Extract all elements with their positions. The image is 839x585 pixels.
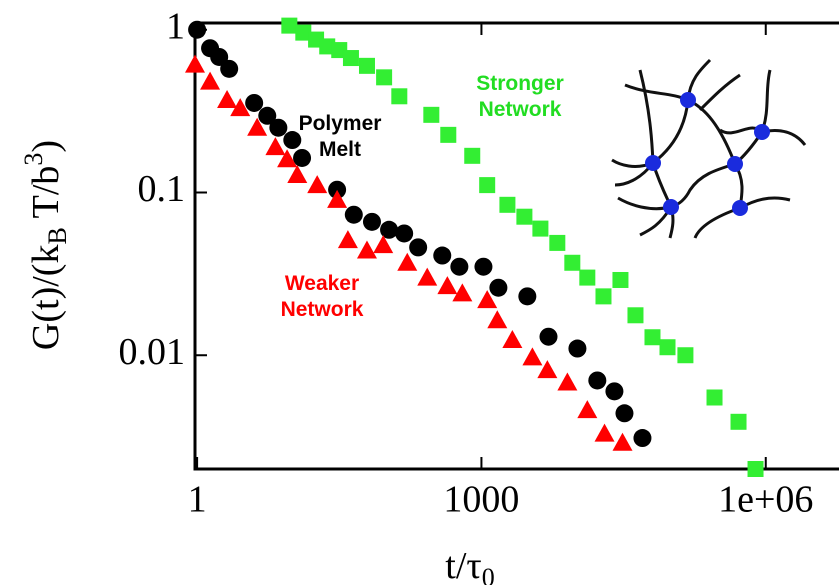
point [633,429,651,447]
point [577,400,597,418]
point [518,287,536,305]
point [437,276,457,294]
point [605,382,623,400]
annotation: Polymer Melt [299,112,382,161]
point [549,235,565,251]
point [588,371,606,389]
y-tick-label: 0.01 [119,331,186,373]
point [423,107,439,123]
point [391,88,407,104]
point [502,330,522,348]
network-inset [612,60,805,238]
point [265,137,285,155]
annotation-line: Network [281,298,364,321]
x-tick-label: 1 [188,479,207,521]
point [595,424,615,442]
point [338,230,358,248]
point [307,175,327,193]
point [464,148,480,164]
point [440,127,456,143]
point [613,433,633,451]
point [188,21,206,39]
point [532,221,548,237]
annotation: Stronger Network [476,72,564,121]
point [395,224,413,242]
y-tick-label: 1 [166,5,185,47]
point [363,213,381,231]
point [612,272,628,288]
y-axis-label: G(t)/(kB T/b3) [19,140,72,350]
point [487,310,507,328]
point [433,247,451,265]
point [615,404,633,422]
point [409,238,427,256]
x-tick-label: 1e+06 [718,479,813,521]
point [293,149,311,167]
x-axis-label: t/τ0 [445,545,494,585]
point [516,209,532,225]
series [185,55,633,451]
series [188,21,651,447]
point [499,197,515,213]
point [343,50,359,66]
x-tick-label: 1000 [443,479,519,521]
point [748,461,764,477]
point [595,288,611,304]
point [287,165,307,183]
point [357,241,377,259]
point [269,119,287,137]
point [564,255,580,271]
x-label-main: t/τ [445,545,481,585]
annotation-line: Weaker [285,272,359,295]
point [677,347,693,363]
point [707,389,723,405]
point [245,94,263,112]
y-label-sub: B [43,227,72,244]
point [660,339,676,355]
point [217,90,237,108]
point [644,329,660,345]
chart: t/τ0 G(t)/(kB T/b3) 1 1000 1e+06 0.01 0.1 1 Po… [0,0,839,585]
point [568,340,586,358]
point [359,58,375,74]
annotation-line: Polymer [299,112,382,135]
point [450,258,468,276]
annotation-line: Network [479,98,562,121]
point [376,69,392,85]
point [345,206,363,224]
y-label-sup: 3 [19,153,48,166]
y-label-part: T/b [25,166,67,228]
point [200,72,220,90]
annotation-line: Melt [319,138,361,161]
point [281,18,297,34]
point [479,177,495,193]
y-label-part: G(t)/(k [25,245,67,351]
point [627,307,643,323]
point [474,258,492,276]
point [220,60,238,78]
point [489,279,507,297]
y-label-part: ) [25,140,67,153]
point [579,270,595,286]
point [557,373,577,391]
x-label-sub: 0 [482,563,495,585]
point [185,55,205,73]
point [417,268,437,286]
point [731,414,747,430]
annotation-line: Stronger [476,72,564,95]
y-tick-label: 0.1 [138,168,186,210]
annotation: Weaker Network [281,272,364,321]
point [522,347,542,365]
point [539,328,557,346]
